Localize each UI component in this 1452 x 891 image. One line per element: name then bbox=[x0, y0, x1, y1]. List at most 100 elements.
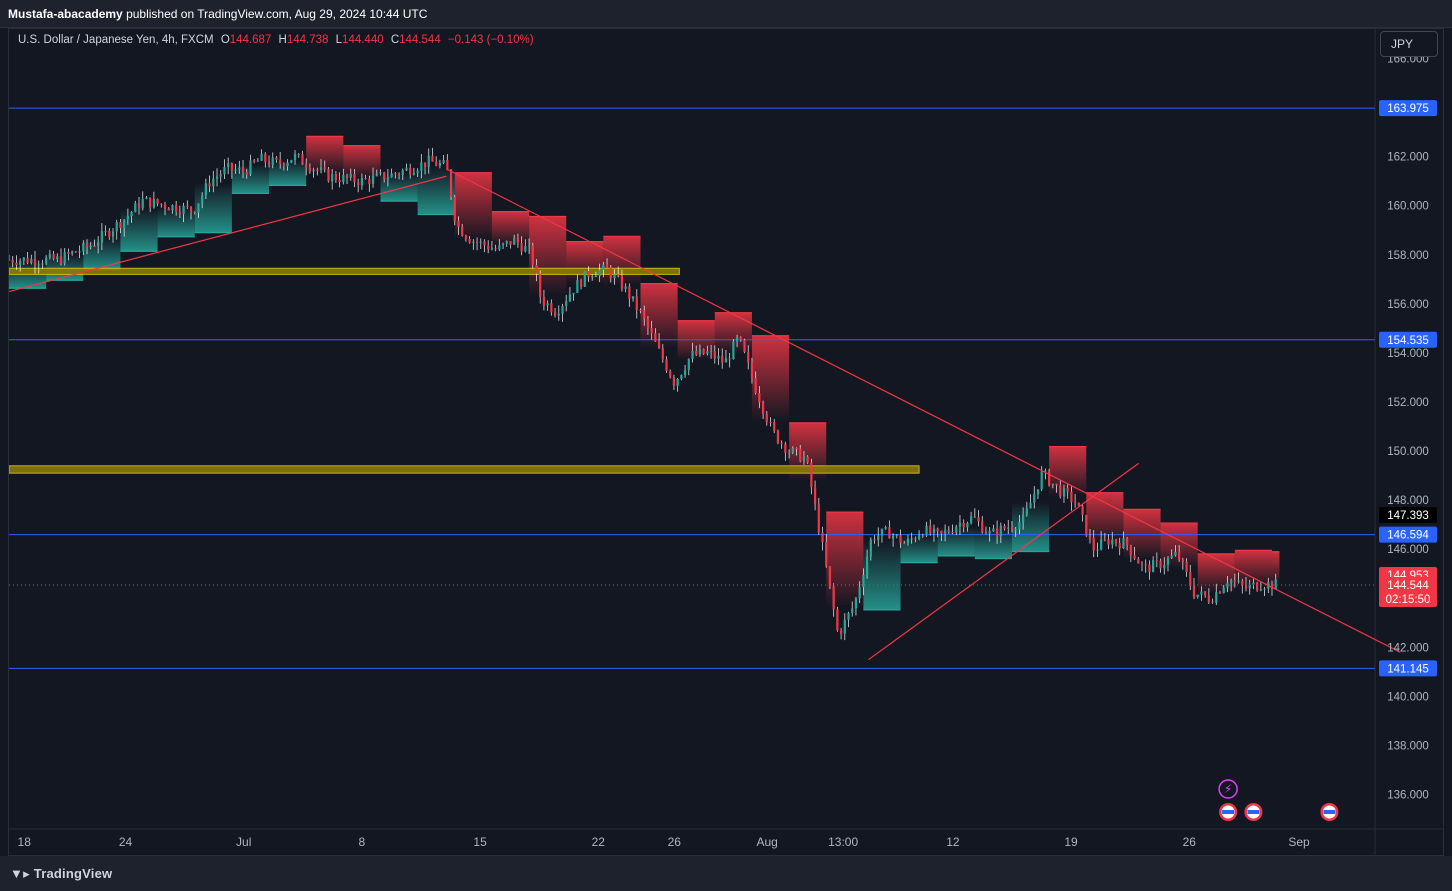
candle bbox=[706, 345, 709, 356]
candle bbox=[858, 581, 861, 604]
candle-body bbox=[78, 251, 81, 253]
support-resistance-zone bbox=[9, 465, 920, 474]
candle bbox=[888, 520, 891, 539]
candle-body bbox=[85, 243, 89, 248]
candle bbox=[854, 596, 858, 616]
candle bbox=[1137, 557, 1140, 564]
candle-body bbox=[1222, 587, 1225, 593]
candle-body bbox=[59, 256, 63, 264]
candle-body bbox=[981, 521, 984, 533]
candle bbox=[550, 299, 553, 316]
candle bbox=[52, 250, 55, 261]
candle-body bbox=[241, 167, 245, 172]
candle-body bbox=[453, 197, 456, 221]
candle bbox=[338, 172, 341, 188]
candle-body bbox=[449, 170, 453, 198]
price-chart[interactable]: 163.975154.535146.594141.145166.000162.0… bbox=[9, 29, 1443, 855]
candle-body bbox=[1140, 563, 1144, 565]
candle bbox=[37, 260, 40, 274]
candle-body bbox=[267, 161, 271, 165]
candle-body bbox=[527, 245, 531, 247]
candle-body bbox=[353, 173, 356, 183]
flag-stripe bbox=[1247, 810, 1260, 814]
candle-body bbox=[145, 197, 148, 199]
candle-body bbox=[494, 248, 497, 250]
candle bbox=[631, 296, 635, 302]
candle bbox=[349, 168, 352, 181]
candle bbox=[457, 216, 460, 235]
trendline bbox=[9, 175, 447, 293]
candle bbox=[732, 339, 735, 360]
candle-body bbox=[1181, 559, 1184, 562]
close-label: C bbox=[390, 34, 400, 46]
candle-body bbox=[654, 333, 657, 342]
candle bbox=[82, 240, 85, 256]
candle bbox=[1215, 583, 1218, 606]
candle bbox=[19, 258, 22, 272]
candle bbox=[368, 175, 371, 192]
candle-body bbox=[914, 538, 917, 540]
candle bbox=[1148, 560, 1151, 580]
candle bbox=[386, 168, 390, 187]
candle-body bbox=[423, 162, 427, 168]
candle bbox=[802, 451, 806, 465]
candle bbox=[561, 303, 564, 322]
candle bbox=[1126, 537, 1129, 551]
candle bbox=[828, 565, 832, 590]
candle-body bbox=[698, 349, 702, 355]
currency-button[interactable]: JPY bbox=[1380, 31, 1438, 57]
x-tick-label: 24 bbox=[119, 835, 133, 849]
candle bbox=[438, 159, 442, 169]
candle bbox=[249, 154, 252, 176]
candle-body bbox=[643, 310, 646, 319]
candle-body bbox=[713, 351, 716, 359]
candle bbox=[238, 160, 241, 174]
candle-body bbox=[163, 204, 167, 209]
candle bbox=[74, 250, 77, 253]
candle-body bbox=[832, 586, 835, 610]
candle-body bbox=[223, 167, 226, 175]
candle bbox=[152, 191, 155, 209]
candle-body bbox=[189, 206, 193, 212]
low-label: L bbox=[335, 34, 343, 46]
candle-body bbox=[167, 208, 170, 211]
candle bbox=[71, 250, 74, 256]
candle bbox=[182, 202, 185, 223]
candle-body bbox=[624, 286, 627, 289]
candle-body bbox=[100, 231, 103, 243]
candle-body bbox=[747, 352, 750, 363]
candle-body bbox=[368, 178, 371, 184]
candle bbox=[799, 444, 802, 463]
candle bbox=[698, 344, 702, 357]
candle bbox=[925, 521, 928, 538]
candle bbox=[1022, 507, 1025, 530]
candle-body bbox=[130, 212, 133, 217]
candle-body bbox=[795, 448, 798, 450]
candle-body bbox=[338, 180, 341, 183]
y-tick-label: 140.000 bbox=[1387, 691, 1429, 703]
candle-body bbox=[238, 167, 241, 170]
candle-body bbox=[721, 355, 724, 363]
author-name: Mustafa-abacademy bbox=[8, 7, 123, 21]
candle-body bbox=[1092, 537, 1095, 551]
candle-body bbox=[869, 539, 872, 557]
candle-body bbox=[1248, 584, 1251, 589]
trendline bbox=[868, 462, 1139, 661]
candle-body bbox=[799, 448, 802, 462]
candle-body bbox=[999, 525, 1002, 537]
level-label-text: 146.594 bbox=[1387, 530, 1429, 542]
candle bbox=[141, 191, 144, 211]
candle bbox=[494, 244, 497, 252]
tradingview-logo[interactable]: ▼▸ TradingView bbox=[10, 866, 112, 882]
candle bbox=[115, 219, 118, 240]
candle bbox=[123, 218, 126, 237]
candle-body bbox=[93, 245, 96, 247]
candle-body bbox=[431, 155, 434, 162]
candle-body bbox=[1114, 539, 1118, 543]
candle bbox=[910, 532, 913, 544]
candle bbox=[717, 348, 720, 365]
high-value: 144.738 bbox=[286, 34, 329, 46]
candle bbox=[1122, 531, 1125, 549]
candle-body bbox=[227, 163, 230, 168]
candle-body bbox=[82, 243, 85, 252]
